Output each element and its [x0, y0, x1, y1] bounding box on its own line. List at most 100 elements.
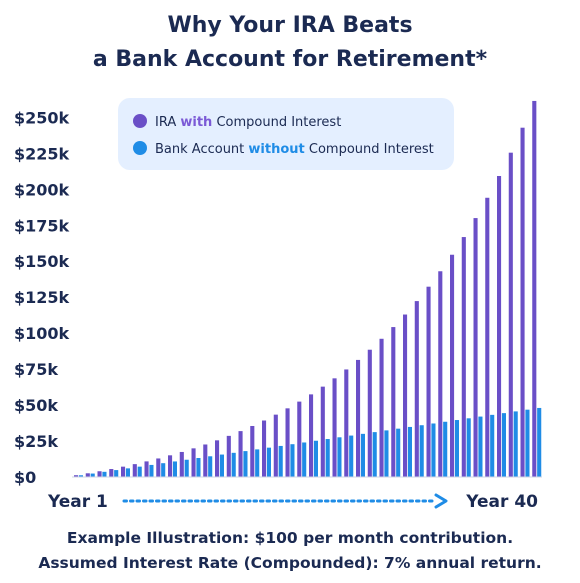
bar-ira — [250, 425, 255, 477]
bar-ira — [97, 471, 102, 477]
bar-bank — [443, 421, 448, 477]
bar-ira — [273, 414, 278, 477]
bar-ira — [132, 464, 137, 477]
y-tick-label: $75k — [14, 360, 58, 379]
bar-bank — [196, 458, 201, 477]
bar-ira — [74, 475, 79, 477]
bar-ira — [85, 473, 90, 477]
bar-ira — [203, 444, 208, 477]
legend-label-bank: Bank Account without Compound Interest — [155, 142, 434, 157]
bar-bank — [219, 454, 224, 477]
bar-ira — [262, 420, 267, 477]
bar-ira — [226, 435, 231, 477]
legend-label-ira: IRA with Compound Interest — [155, 115, 341, 130]
legend-box — [118, 98, 454, 170]
bar-bank — [431, 423, 436, 477]
bar-ira — [297, 401, 302, 477]
bar-ira — [144, 461, 149, 477]
legend-swatch-ira — [133, 114, 147, 128]
bar-ira — [414, 301, 419, 477]
legend: IRA with Compound Interest Bank Account … — [118, 98, 454, 170]
bar-bank — [149, 464, 154, 477]
legend-text-part: Compound Interest — [305, 142, 434, 157]
bar-ira — [168, 455, 173, 477]
bar-bank — [266, 447, 271, 477]
bar-bank — [172, 461, 177, 477]
bar-bank — [360, 433, 365, 477]
bar-bank — [114, 470, 119, 477]
bar-ira — [520, 127, 525, 477]
bar-ira — [191, 448, 196, 477]
bar-ira — [379, 338, 384, 477]
y-tick-label: $250k — [14, 108, 70, 127]
chart-title-line-2: a Bank Account for Retirement* — [93, 47, 488, 72]
bar-bank — [161, 463, 166, 477]
bar-bank — [302, 442, 307, 477]
legend-emphasis-text: without — [248, 142, 304, 157]
y-tick-label: $125k — [14, 288, 70, 307]
bar-ira — [461, 237, 466, 477]
bar-bank — [384, 430, 389, 477]
bar-bank — [208, 456, 213, 477]
bar-bank — [501, 413, 506, 477]
bar-bank — [231, 452, 236, 477]
y-tick-label: $150k — [14, 252, 70, 271]
y-tick-label: $50k — [14, 396, 58, 415]
bar-ira — [332, 378, 337, 477]
bar-ira — [438, 271, 443, 477]
bar-bank — [513, 411, 518, 477]
bar-bank — [278, 445, 283, 477]
y-tick-label: $0 — [14, 468, 36, 487]
bar-bank — [90, 473, 95, 477]
bar-ira — [215, 440, 220, 477]
bar-ira — [238, 431, 243, 477]
bar-bank — [325, 439, 330, 477]
bar-ira — [179, 451, 184, 477]
bar-bank — [537, 407, 542, 477]
bar-ira — [356, 359, 361, 477]
bar-ira — [532, 100, 537, 477]
bar-ira — [320, 386, 325, 477]
bar-bank — [243, 451, 248, 477]
bar-bank — [466, 418, 471, 477]
bar-bank — [313, 440, 318, 477]
bar-bank — [349, 435, 354, 477]
legend-swatch-bank — [133, 141, 147, 155]
bar-ira — [426, 286, 431, 477]
bar-ira — [156, 458, 161, 477]
bar-bank — [78, 475, 83, 477]
bar-bank — [184, 459, 189, 477]
bar-bank — [419, 425, 424, 477]
bar-bank — [490, 414, 495, 477]
bar-bank — [478, 416, 483, 477]
bar-ira — [109, 469, 114, 477]
plot-bars — [74, 100, 542, 477]
legend-text-part: Compound Interest — [212, 115, 341, 130]
y-tick-label: $25k — [14, 432, 58, 451]
y-axis: $0 $25k $50k $75k $100k $125k $150k $175k $200k $… — [14, 108, 70, 487]
bar-bank — [337, 437, 342, 477]
bar-bank — [290, 444, 295, 477]
bar-ira — [285, 408, 290, 477]
bar-ira — [344, 369, 349, 477]
bar-ira — [121, 466, 126, 477]
legend-emphasis-text: with — [180, 115, 212, 130]
bar-bank — [137, 466, 142, 477]
chart-title-line-1: Why Your IRA Beats — [167, 13, 412, 38]
y-tick-label: $225k — [14, 144, 70, 163]
footnote-interest-rate: Assumed Interest Rate (Compounded): 7% a… — [38, 554, 541, 572]
bar-bank — [407, 426, 412, 477]
arrow-head-icon — [434, 493, 448, 509]
bar-ira — [497, 176, 502, 477]
bar-bank — [525, 409, 530, 477]
bar-ira — [309, 394, 314, 477]
bar-bank — [125, 468, 130, 477]
bar-ira — [450, 254, 455, 477]
bar-bank — [396, 428, 401, 477]
bar-ira — [403, 314, 408, 477]
x-start-label: Year 1 — [47, 492, 108, 512]
bar-ira — [391, 327, 396, 477]
y-tick-label: $200k — [14, 180, 70, 199]
bar-bank — [102, 471, 107, 477]
bar-ira — [367, 349, 372, 477]
